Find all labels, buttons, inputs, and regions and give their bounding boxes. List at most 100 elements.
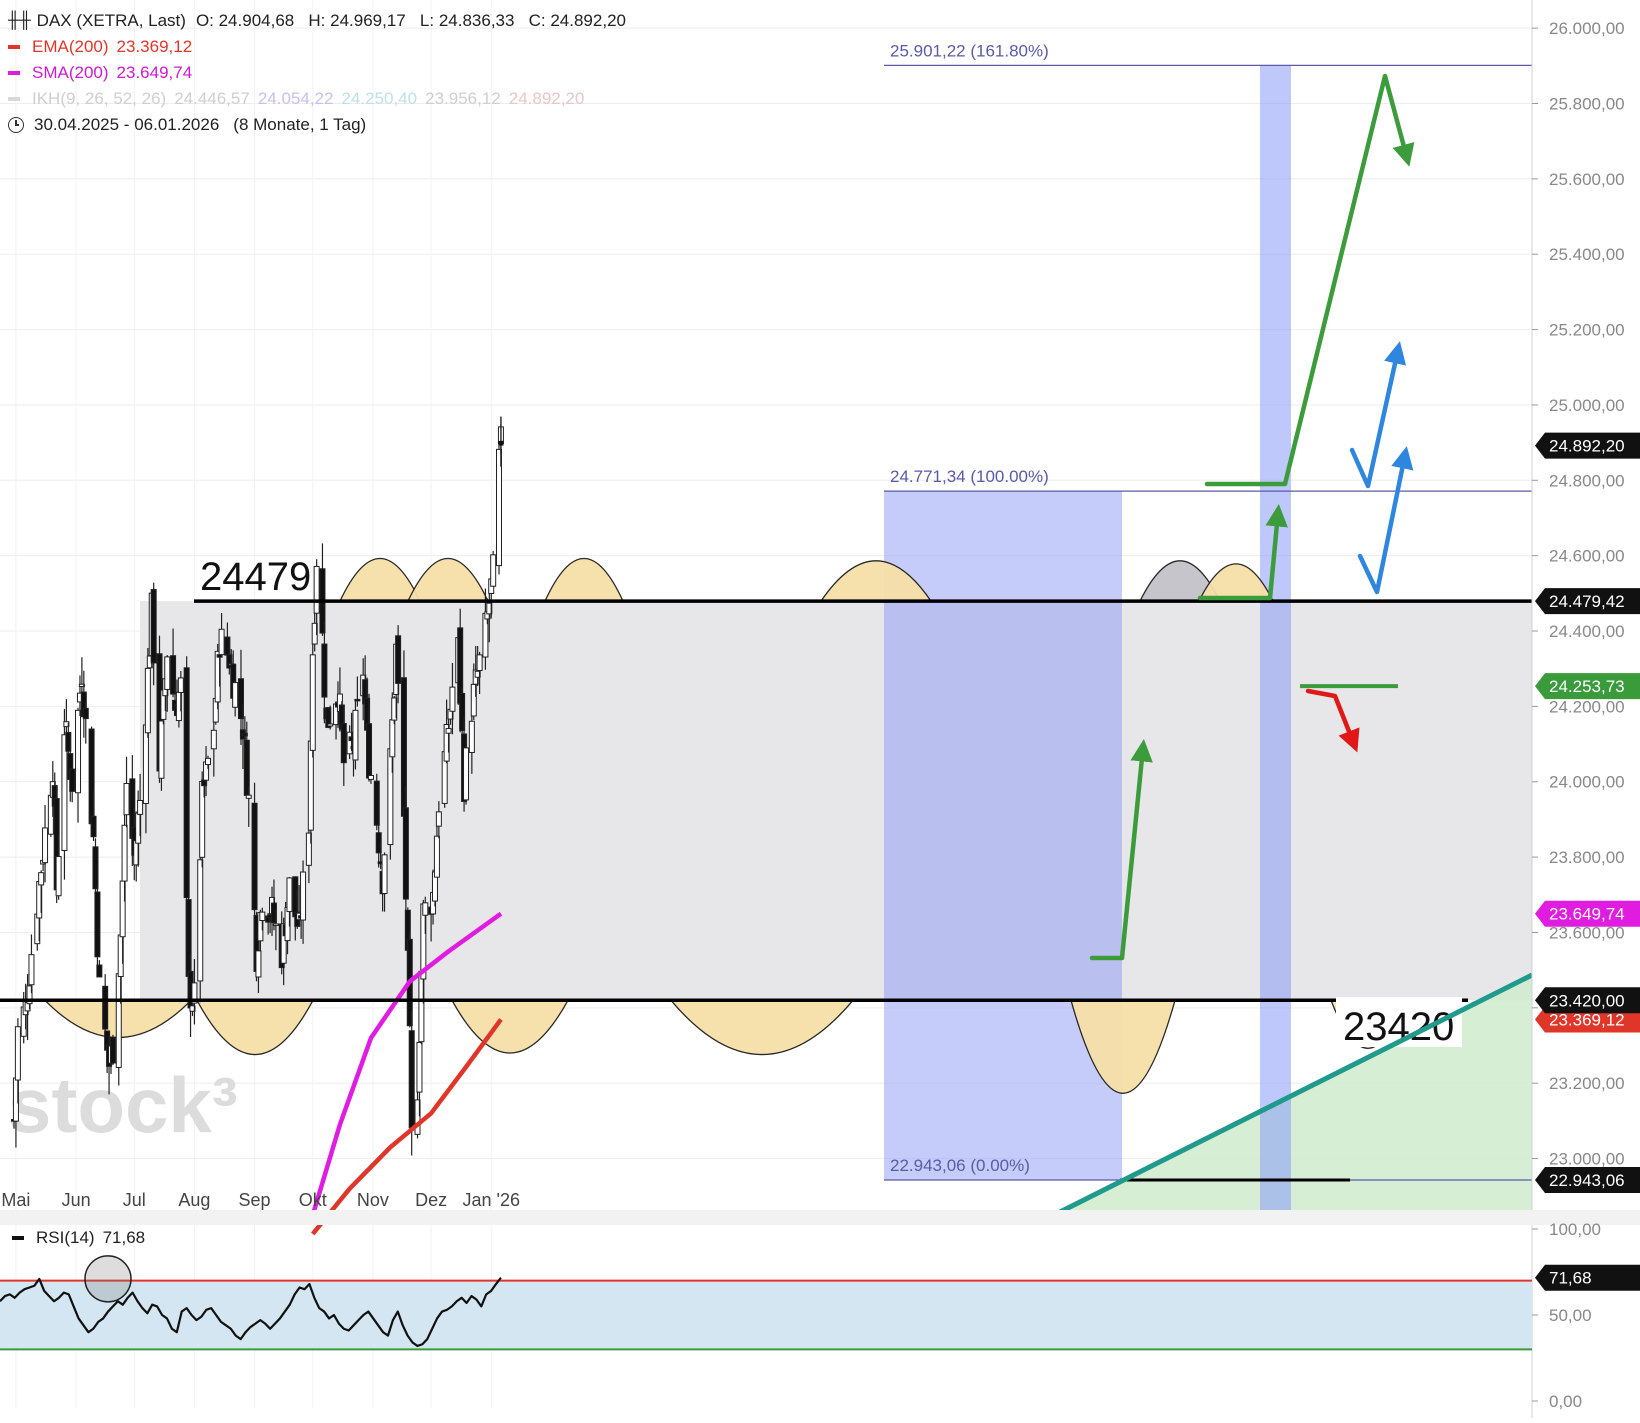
candle	[354, 676, 361, 707]
candle-body-up	[61, 734, 68, 851]
candle	[102, 974, 109, 1033]
candle-body-up	[137, 799, 144, 815]
candle-body-down	[183, 667, 190, 899]
candle-body-down	[354, 698, 361, 702]
candle	[82, 701, 89, 744]
candle	[69, 768, 76, 803]
y-tick-label-6: 24.200,00	[1549, 697, 1625, 716]
candle-body-up	[490, 554, 497, 587]
arrow-green-target	[1204, 73, 1415, 487]
rsi-label: RSI(14)	[36, 1228, 95, 1247]
y-tick-label-10: 25.000,00	[1549, 396, 1625, 415]
candle-body-down	[237, 678, 244, 720]
candle	[381, 852, 388, 912]
top-arch-3	[820, 560, 932, 602]
arrow-green-breakout	[1197, 504, 1288, 601]
legend-ikh[interactable]: IKH(9, 26, 52, 26) 24.446,57 24.054,22 2…	[8, 86, 626, 112]
candle-body-up	[327, 723, 334, 727]
candle	[150, 582, 157, 686]
legend-range: 30.04.2025 - 06.01.2026 (8 Monate, 1 Tag…	[8, 112, 626, 138]
candle-body-up	[55, 856, 62, 897]
candle-body-up	[416, 1041, 423, 1093]
candle-body-down	[373, 780, 380, 826]
candle	[402, 785, 409, 921]
fib-zone	[884, 491, 1122, 1180]
candle-body-up	[414, 1099, 421, 1135]
candle-body-up	[42, 827, 49, 864]
candle-body-down	[170, 655, 177, 695]
ikh-label: IKH(9, 26, 52, 26)	[32, 89, 167, 108]
candle	[38, 870, 45, 913]
price-tag-resistance	[1535, 588, 1640, 615]
price-tag-label-resistance: 24.479,42	[1549, 592, 1625, 611]
candle	[476, 651, 483, 694]
candle-body-up	[177, 677, 184, 693]
candle-body-up	[280, 923, 287, 964]
clock-icon	[8, 117, 24, 133]
candle-body-down	[395, 635, 402, 684]
bottom-arch-1	[196, 999, 314, 1055]
candle	[463, 739, 470, 805]
candle-body-up	[433, 835, 440, 878]
candle-body-down	[321, 643, 328, 698]
candle	[395, 625, 402, 704]
price-tag-label-green: 24.253,73	[1549, 677, 1625, 696]
x-tick-label-0: Mai	[1, 1190, 30, 1210]
y-tick-label-11: 25.200,00	[1549, 321, 1625, 340]
rsi-value-tag	[1535, 1264, 1640, 1291]
candle	[232, 679, 239, 717]
candle-body-up	[286, 877, 293, 913]
price-tag-green	[1535, 673, 1640, 700]
fib-label-fib_top: 25.901,22 (161.80%)	[890, 41, 1049, 60]
candle	[96, 960, 103, 978]
arrow-red-down	[1305, 688, 1360, 753]
top-arch-5	[1198, 563, 1274, 602]
candle	[94, 885, 101, 966]
highlight-column	[1260, 65, 1291, 1214]
price-tag-low	[1535, 1167, 1640, 1193]
x-tick-label-5: Okt	[299, 1190, 327, 1210]
candle	[197, 855, 204, 1003]
candle-body-up	[191, 982, 198, 1004]
candle-body-up	[305, 832, 312, 866]
candle	[183, 656, 190, 927]
candle-body-down	[408, 1030, 415, 1129]
candle-body-down	[92, 846, 99, 890]
legend-sma[interactable]: SMA(200) 23.649,74	[8, 60, 626, 86]
candle-body-up	[255, 950, 262, 978]
top-arch-0	[339, 558, 421, 602]
y-tick-label-4: 23.800,00	[1549, 848, 1625, 867]
candle-body-up	[75, 709, 82, 794]
y-tick-label-0: 23.000,00	[1549, 1150, 1625, 1169]
sma-label: SMA(200)	[32, 63, 109, 82]
x-tick-label-2: Jul	[123, 1190, 146, 1210]
candle	[164, 655, 171, 712]
chart-legend: ╫╫ DAX (XETRA, Last) O: 24.904,68 H: 24.…	[8, 8, 626, 138]
x-tick-label-4: Sep	[239, 1190, 271, 1210]
y-tick-label-9: 24.800,00	[1549, 471, 1625, 490]
candle-body-up	[144, 667, 151, 734]
fib-label-fib_low: 22.943,06 (0.00%)	[890, 1156, 1030, 1175]
rsi-legend: RSI(14) 71,68	[12, 1228, 145, 1248]
candle	[28, 934, 35, 994]
sma-swatch	[8, 71, 20, 75]
bottom-arch-2	[451, 999, 569, 1054]
candle-body-up	[232, 682, 239, 708]
candle-body-up	[468, 720, 475, 753]
rsi-swatch	[12, 1236, 24, 1240]
y-tick-label-1: 23.200,00	[1549, 1074, 1625, 1093]
legend-ema[interactable]: EMA(200) 23.369,12	[8, 34, 626, 60]
fib-label-fib_mid: 24.771,34 (100.00%)	[890, 467, 1049, 486]
candle	[61, 708, 68, 880]
arrow-blue-lower	[1357, 446, 1414, 595]
candle	[449, 662, 456, 735]
y-tick-label-7: 24.400,00	[1549, 622, 1625, 641]
candle-body-up	[164, 656, 171, 690]
ema-label: EMA(200)	[32, 37, 109, 56]
y-tick-label-14: 25.800,00	[1549, 95, 1625, 114]
panel-separator	[0, 1210, 1640, 1225]
candle-body-down	[340, 722, 347, 764]
rsi-tick-label-2: 100,00	[1549, 1220, 1601, 1239]
price-tag-label-support: 23.420,00	[1549, 991, 1625, 1010]
